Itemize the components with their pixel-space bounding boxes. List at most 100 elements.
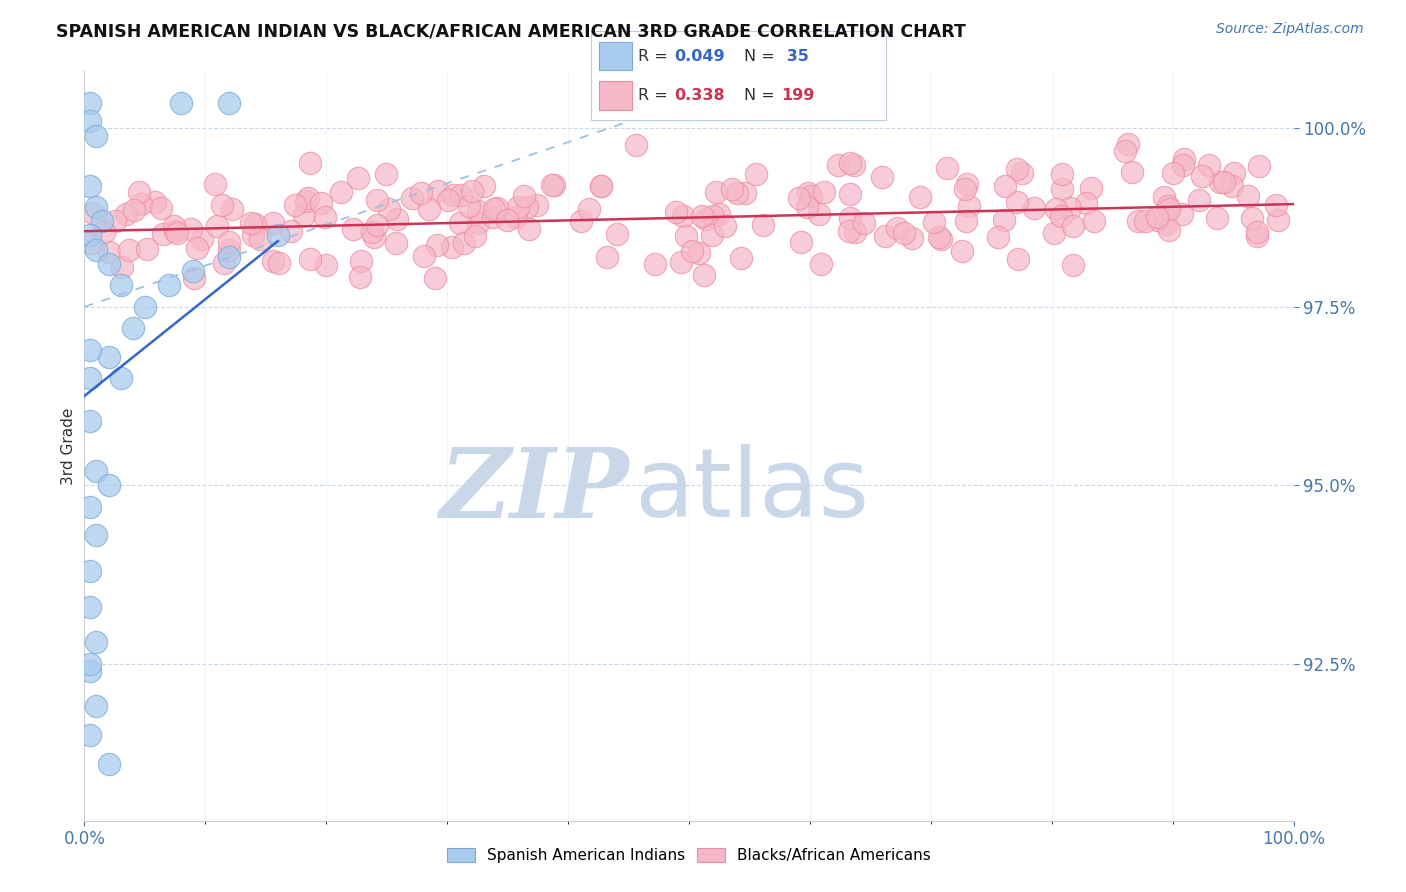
Point [269,256,291,270]
Point [86,635,108,649]
Point [713,219,735,233]
Point [929,231,952,245]
Point [467,216,489,230]
Point [924,215,946,229]
Point [413,248,436,262]
Point [204,178,226,192]
Point [350,253,373,268]
Point [97,350,120,364]
Point [690,209,713,223]
Point [484,202,506,217]
Point [1146,210,1168,224]
Point [79,664,101,678]
Point [1246,229,1268,244]
Point [86,528,108,542]
Point [730,251,752,265]
Point [298,252,321,267]
Point [97,756,120,771]
Point [79,564,101,578]
Point [797,186,820,200]
Point [461,184,484,198]
Point [721,181,744,195]
Point [315,258,337,272]
Point [725,186,748,200]
Point [453,236,475,251]
Point [1237,189,1260,203]
Point [86,200,108,214]
Text: R =: R = [638,88,672,103]
Point [135,242,157,256]
Point [387,211,409,226]
Point [280,224,302,238]
Point [734,186,756,201]
Point [129,197,152,211]
Point [118,243,141,257]
Point [1022,201,1045,215]
Point [218,235,240,249]
Point [86,464,108,478]
Point [243,217,266,231]
Point [810,257,832,271]
Point [450,187,472,202]
Point [541,178,564,192]
Text: SPANISH AMERICAN INDIAN VS BLACK/AFRICAN AMERICAN 3RD GRADE CORRELATION CHART: SPANISH AMERICAN INDIAN VS BLACK/AFRICAN… [56,22,966,40]
Point [959,199,981,213]
Point [311,196,333,211]
Point [994,178,1017,193]
Point [827,158,849,172]
Point [411,186,433,200]
Point [1171,207,1194,221]
Point [378,202,401,217]
Point [79,371,101,385]
Point [1249,159,1271,173]
Point [79,728,101,742]
Point [79,657,101,671]
Point [1159,202,1181,216]
Point [1206,211,1229,226]
Point [875,228,897,243]
Point [314,210,336,224]
Point [262,253,284,268]
Text: R =: R = [638,49,672,63]
Y-axis label: 3rd Grade: 3rd Grade [60,408,76,484]
Point [239,216,262,230]
Point [1159,223,1181,237]
Point [928,230,950,244]
Point [707,207,730,221]
Point [1188,193,1211,207]
Point [297,191,319,205]
Point [211,198,233,212]
Point [97,478,120,492]
Point [91,214,114,228]
Point [702,210,724,224]
Point [426,184,449,198]
Point [1121,165,1143,179]
Point [993,213,1015,227]
Point [838,224,860,238]
Point [671,255,693,269]
Point [134,300,156,314]
Point [86,699,108,714]
Text: 0.338: 0.338 [675,88,725,103]
Point [644,257,666,271]
Point [150,201,173,215]
Point [79,96,101,111]
Point [214,256,236,270]
Point [295,194,318,209]
Point [1114,145,1136,159]
Point [744,167,766,181]
Point [464,228,486,243]
Point [955,214,977,228]
Point [953,182,976,196]
Point [485,201,508,215]
Point [900,231,922,245]
Point [1173,153,1195,167]
Point [163,219,186,234]
Point [110,278,132,293]
Point [166,226,188,240]
Point [183,271,205,285]
Point [886,220,908,235]
Text: atlas: atlas [634,444,870,538]
Text: N =: N = [744,49,780,63]
Point [1171,158,1194,172]
